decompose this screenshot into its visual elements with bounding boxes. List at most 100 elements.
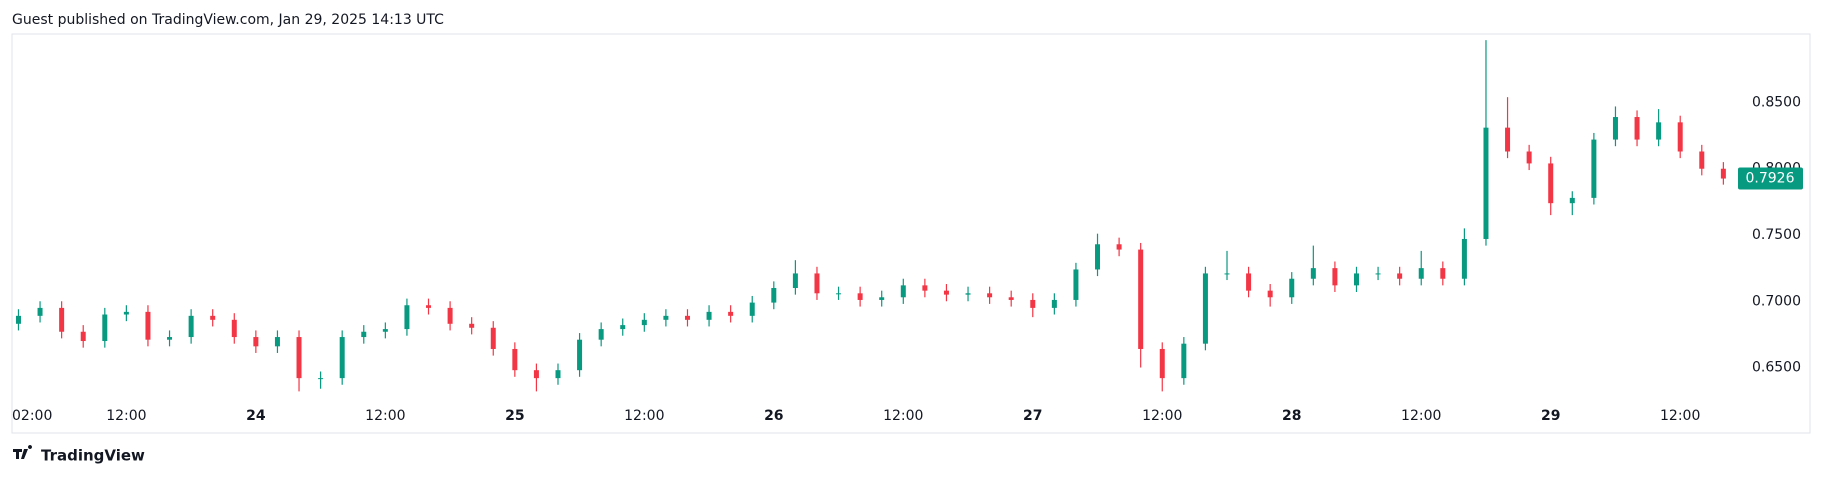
- candle-body: [900, 285, 906, 298]
- candle-body: [1397, 273, 1403, 279]
- candle-body: [1073, 269, 1079, 300]
- candle-body: [1634, 117, 1640, 140]
- candle-body: [1138, 249, 1144, 349]
- candle-body: [1548, 163, 1554, 204]
- candle-body: [1095, 244, 1101, 270]
- candle-body: [274, 337, 280, 347]
- candle-body: [1181, 343, 1187, 379]
- candle-body: [404, 305, 410, 330]
- candle-body: [943, 290, 949, 295]
- candle-body: [1267, 290, 1273, 298]
- tradingview-logo: [13, 445, 33, 459]
- x-tick-label: 12:00: [1660, 408, 1700, 424]
- candle-body: [318, 378, 324, 380]
- candle-body: [1353, 273, 1359, 286]
- candle-body: [1030, 299, 1036, 308]
- candle-body: [1720, 168, 1726, 179]
- candle-body: [123, 311, 129, 315]
- y-tick-label: 0.8500: [1752, 94, 1801, 110]
- candle-body: [426, 305, 432, 308]
- candle-body: [965, 293, 971, 295]
- x-tick-label: 26: [764, 408, 783, 424]
- x-tick-label: 12:00: [1401, 408, 1441, 424]
- candle-body: [15, 315, 21, 324]
- candle-body: [879, 297, 885, 300]
- candle-body: [231, 319, 237, 338]
- candle-body: [577, 339, 583, 371]
- candle-body: [1591, 139, 1597, 198]
- chart-title: Guest published on TradingView.com, Jan …: [12, 12, 444, 28]
- candle-body: [987, 293, 993, 298]
- candle-body: [59, 307, 65, 332]
- candle-body: [253, 337, 259, 347]
- candle-body: [641, 319, 647, 326]
- y-tick-label: 0.7000: [1752, 293, 1801, 309]
- candle-body: [1051, 299, 1057, 308]
- x-tick-label: 02:00: [12, 408, 52, 424]
- candle-body: [1677, 122, 1683, 152]
- candle-body: [1375, 273, 1381, 275]
- candle-body: [1289, 278, 1295, 298]
- candle-body: [728, 311, 734, 316]
- plot: 0.65000.70000.75000.80000.850002:0012:00…: [12, 40, 1803, 424]
- candle-body: [1461, 238, 1467, 279]
- candle-body: [857, 293, 863, 300]
- y-tick-label: 0.6500: [1752, 360, 1801, 376]
- candle-body: [1202, 273, 1208, 344]
- x-tick-label: 12:00: [1142, 408, 1182, 424]
- candle-body: [1224, 273, 1230, 275]
- candle-body: [749, 302, 755, 316]
- candle-body: [598, 329, 604, 340]
- candle-body: [447, 307, 453, 324]
- candle-body: [1569, 197, 1575, 204]
- candle-body: [771, 288, 777, 303]
- candle-body: [663, 315, 669, 320]
- candle-body: [145, 311, 151, 340]
- candle-body: [1483, 127, 1489, 239]
- candle-body: [1612, 117, 1618, 140]
- candle-body: [210, 315, 216, 320]
- candle-body: [512, 348, 518, 371]
- candle-body: [37, 307, 43, 316]
- candle-body: [102, 314, 108, 342]
- candle-body: [1699, 151, 1705, 169]
- x-tick-label: 28: [1282, 408, 1301, 424]
- candle-body: [361, 331, 367, 338]
- x-tick-label: 27: [1023, 408, 1042, 424]
- candle-body: [1008, 297, 1014, 300]
- candle-body: [1505, 127, 1511, 152]
- candle-body: [1159, 348, 1165, 379]
- x-tick-label: 29: [1541, 408, 1560, 424]
- candle-body: [1526, 151, 1532, 164]
- candle-body: [684, 315, 690, 320]
- candle-body: [1332, 268, 1338, 286]
- candle-body: [836, 293, 842, 295]
- x-tick-label: 12:00: [883, 408, 923, 424]
- candle-body: [188, 315, 194, 338]
- source-label: TradingView: [41, 447, 145, 465]
- candle-body: [533, 370, 539, 379]
- last-price-tag: [1738, 167, 1803, 190]
- x-tick-label: 12:00: [106, 408, 146, 424]
- x-tick-label: 25: [505, 408, 524, 424]
- candle-body: [1310, 268, 1316, 279]
- candle-body: [490, 327, 496, 349]
- last-price-label: 0.7926: [1746, 171, 1795, 187]
- candle-body: [1116, 244, 1122, 250]
- candle-body: [80, 331, 86, 342]
- candle-body: [620, 325, 626, 330]
- y-tick-label: 0.7500: [1752, 227, 1801, 243]
- candle-body: [382, 329, 388, 332]
- candle-body: [1440, 268, 1446, 279]
- candle-body: [1246, 273, 1252, 291]
- candle-body: [339, 337, 345, 379]
- candle-body: [706, 311, 712, 320]
- x-tick-label: 24: [246, 408, 266, 424]
- candle-body: [922, 285, 928, 291]
- chart-frame: [11, 33, 1811, 434]
- candle-body: [296, 337, 302, 379]
- candle-body: [555, 370, 561, 379]
- x-tick-label: 12:00: [365, 408, 405, 424]
- candle-body: [469, 323, 475, 328]
